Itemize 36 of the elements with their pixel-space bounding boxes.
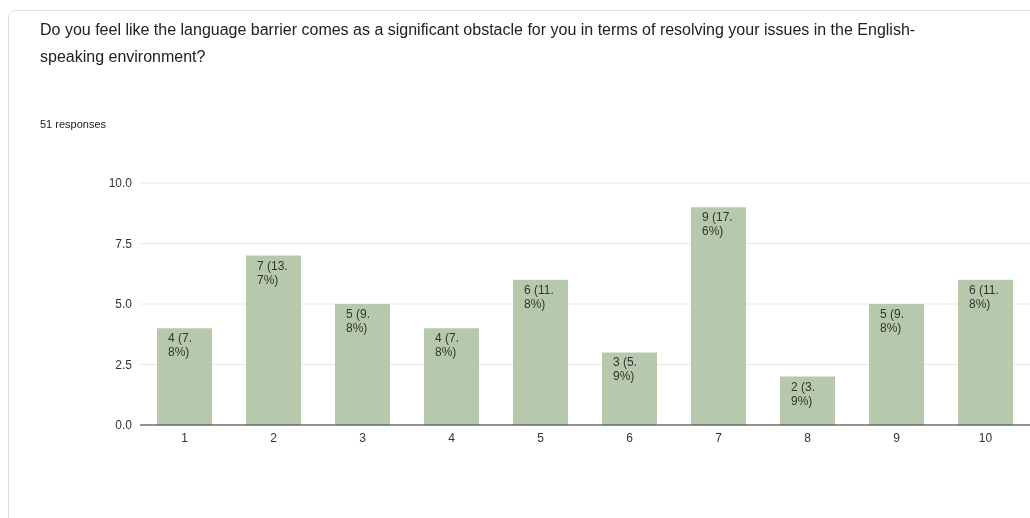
bar xyxy=(335,304,390,425)
y-tick-label: 2.5 xyxy=(115,357,133,372)
bar xyxy=(157,328,212,425)
data-label: 4 (7.8%) xyxy=(435,331,460,360)
data-label: 4 (7.8%) xyxy=(168,331,193,360)
data-label: 3 (5.9%) xyxy=(613,355,638,384)
data-label: 7 (13.7%) xyxy=(257,258,288,287)
data-label: 6 (11.8%) xyxy=(969,282,999,311)
x-tick-label: 3 xyxy=(359,430,367,445)
data-label: 5 (9.8%) xyxy=(346,307,371,335)
x-tick-label: 8 xyxy=(804,430,812,445)
x-tick-label: 6 xyxy=(626,430,634,445)
data-label: 9 (17.6%) xyxy=(702,210,733,239)
x-tick-label: 10 xyxy=(978,430,993,445)
x-tick-label: 5 xyxy=(537,430,545,445)
x-tick-label: 9 xyxy=(893,430,901,445)
bar xyxy=(513,279,568,425)
bar xyxy=(869,304,924,425)
data-label: 6 (11.8%) xyxy=(524,282,554,311)
x-tick-label: 2 xyxy=(270,430,278,445)
x-tick-label: 7 xyxy=(715,430,723,445)
data-label: 5 (9.8%) xyxy=(880,307,905,335)
y-tick-label: 7.5 xyxy=(115,236,133,251)
y-tick-label: 5.0 xyxy=(115,297,133,312)
chart-subtitle: 51 responses xyxy=(40,118,107,130)
bar xyxy=(424,328,479,425)
bar xyxy=(958,279,1013,425)
bar xyxy=(246,255,301,425)
x-tick-label: 4 xyxy=(448,430,456,445)
bar xyxy=(602,352,657,425)
y-tick-label: 0.0 xyxy=(115,418,133,433)
bar xyxy=(691,207,746,425)
data-label: 2 (3.9%) xyxy=(791,379,816,408)
y-tick-label: 10.0 xyxy=(108,176,133,191)
x-tick-label: 1 xyxy=(181,430,189,445)
chart-title: Do you feel like the language barrier comes as a significant obstacle for you in terms of resolving your issues in the English-speaking environment? xyxy=(40,20,917,67)
